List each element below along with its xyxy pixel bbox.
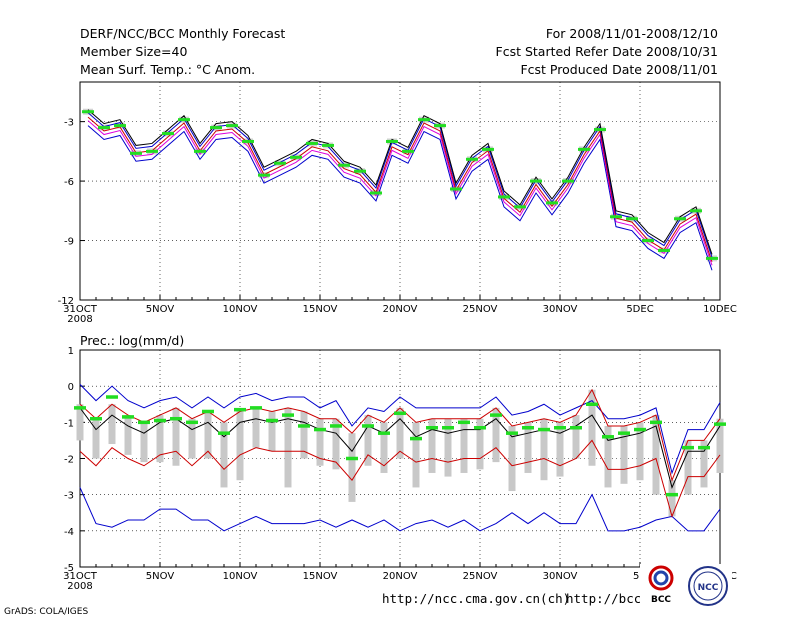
spread-box bbox=[556, 422, 564, 477]
x-tick-label: 10NOV bbox=[223, 304, 258, 315]
spread-box bbox=[604, 425, 612, 488]
y-tick-label: -12 bbox=[58, 296, 74, 307]
temp-series-line bbox=[87, 112, 713, 258]
bcc-logo: BCC bbox=[640, 564, 682, 606]
header-variable: Mean Surf. Temp.: °C Anom. bbox=[80, 62, 255, 77]
y-tick-label: -1 bbox=[64, 418, 74, 429]
spread-box bbox=[428, 418, 436, 473]
spread-box bbox=[540, 418, 548, 481]
temp-series-line bbox=[87, 109, 713, 255]
y-tick-label: -3 bbox=[64, 491, 74, 502]
x-tick-label: 30NOV bbox=[543, 304, 578, 315]
spread-box bbox=[636, 422, 644, 481]
spread-box bbox=[140, 422, 148, 463]
y-tick-label: -5 bbox=[64, 563, 74, 574]
bcc-logo-text: BCC bbox=[651, 595, 671, 605]
y-tick-label: 1 bbox=[68, 346, 74, 357]
x-tick-label: 10DEC bbox=[703, 304, 737, 315]
ncc-url[interactable]: http://ncc.cma.gov.cn(ch) bbox=[382, 591, 570, 606]
temp-series-line bbox=[87, 116, 713, 262]
y-tick-label: -6 bbox=[64, 177, 74, 188]
spread-box bbox=[508, 425, 516, 492]
spread-box bbox=[524, 422, 532, 473]
temperature-chart: 31OCT 5NOV 10NOV 15NOV 20NOV 25NOV 30NOV 5DEC 10… bbox=[58, 81, 737, 325]
spread-box bbox=[492, 407, 500, 463]
bcc-url[interactable]: http://bcc.c bbox=[566, 591, 656, 606]
spread-box bbox=[124, 415, 132, 455]
x-tick-label: 30NOV bbox=[543, 571, 578, 582]
header-period: For 2008/11/01-2008/12/10 bbox=[546, 26, 718, 41]
temp-series-line bbox=[87, 120, 713, 266]
x-year-label: 2008 bbox=[67, 581, 92, 592]
spread-box bbox=[76, 404, 84, 441]
spread-box bbox=[700, 440, 708, 488]
spread-box bbox=[172, 407, 180, 466]
x-tick-label: 20NOV bbox=[383, 304, 418, 315]
spread-box bbox=[364, 415, 372, 466]
spread-box bbox=[268, 411, 276, 452]
header-produced-date: Fcst Produced Date 2008/11/01 bbox=[520, 62, 718, 77]
max-line bbox=[79, 384, 721, 475]
header-member-size: Member Size=40 bbox=[80, 44, 187, 59]
lower-line bbox=[79, 439, 721, 518]
spread-box bbox=[460, 418, 468, 473]
x-tick-label: 15NOV bbox=[303, 571, 338, 582]
x-tick-label: 31OCT bbox=[63, 304, 98, 315]
x-tick-label: 20NOV bbox=[383, 571, 418, 582]
x-tick-label: 31OCT bbox=[63, 571, 98, 582]
temp-series-line bbox=[87, 125, 713, 271]
spread-box bbox=[620, 425, 628, 484]
x-year-label: 2008 bbox=[67, 314, 92, 325]
spread-box bbox=[716, 418, 724, 473]
spread-box bbox=[220, 422, 228, 488]
spread-box bbox=[188, 418, 196, 459]
x-tick-label: 25NOV bbox=[463, 571, 498, 582]
spread-box bbox=[444, 418, 452, 477]
spread-box bbox=[284, 407, 292, 488]
x-tick-label: 25NOV bbox=[463, 304, 498, 315]
spread-box bbox=[204, 411, 212, 459]
spread-box bbox=[252, 407, 260, 448]
spread-box bbox=[380, 422, 388, 473]
spread-box bbox=[316, 418, 324, 466]
spread-box bbox=[588, 389, 596, 466]
spread-box bbox=[396, 407, 404, 459]
y-tick-label: -3 bbox=[64, 118, 74, 129]
spread-box bbox=[652, 415, 660, 495]
spread-box bbox=[572, 415, 580, 459]
x-tick-label: 15NOV bbox=[303, 304, 338, 315]
y-tick-label: -2 bbox=[64, 455, 74, 466]
upper-red-line bbox=[79, 388, 721, 482]
grads-credit: GrADS: COLA/IGES bbox=[4, 607, 88, 617]
spread-box bbox=[668, 480, 676, 517]
spread-box bbox=[108, 404, 116, 445]
y-tick-label: -9 bbox=[64, 237, 74, 248]
y-tick-label: -4 bbox=[64, 527, 74, 538]
x-tick-label: 5DEC bbox=[626, 304, 653, 315]
precipitation-chart: 31OCT5NOV10NOV15NOV20NOV25NOV30NOV5D10DE… bbox=[63, 346, 737, 592]
spread-box bbox=[300, 411, 308, 459]
spread-box bbox=[684, 440, 692, 495]
min-line bbox=[79, 487, 721, 532]
ncc-logo-text: NCC bbox=[698, 583, 719, 593]
spread-box bbox=[332, 418, 340, 470]
x-tick-label: 5NOV bbox=[146, 304, 175, 315]
header-start-date: Fcst Started Refer Date 2008/10/31 bbox=[496, 44, 719, 59]
spread-box bbox=[348, 433, 356, 502]
x-tick-label: 10NOV bbox=[223, 571, 258, 582]
spread-box bbox=[476, 418, 484, 470]
header-title: DERF/NCC/BCC Monthly Forecast bbox=[80, 26, 285, 41]
spread-box bbox=[236, 411, 244, 481]
mean-line bbox=[79, 407, 721, 489]
y-tick-label: 0 bbox=[68, 382, 74, 393]
spread-box bbox=[412, 422, 420, 488]
spread-box bbox=[92, 418, 100, 459]
prec-title: Prec.: log(mm/d) bbox=[80, 333, 184, 348]
spread-box bbox=[156, 415, 164, 463]
ncc-logo: NCC bbox=[682, 564, 732, 608]
x-tick-label: 5NOV bbox=[146, 571, 175, 582]
